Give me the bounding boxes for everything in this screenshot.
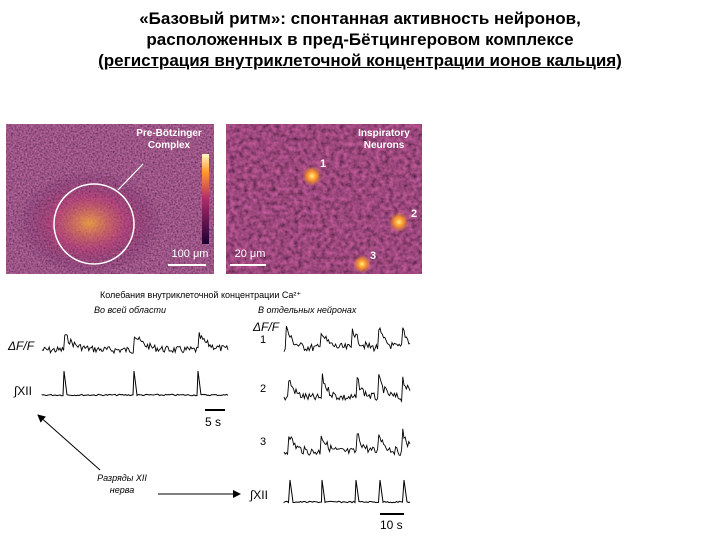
left-scale-label: 5 s	[205, 415, 222, 429]
caption: Колебания внутриклеточной концентрации C…	[100, 290, 302, 300]
right-trace-2	[283, 373, 411, 403]
left-fluorescence-image: Pre-Bötzinger Complex 100 μm	[6, 124, 214, 274]
arrow-to-left-xii	[37, 414, 101, 471]
right-xii-trace	[283, 479, 411, 504]
left-trace2-label: ∫XII	[14, 384, 32, 398]
right-fluorescence-image: Inspiratory Neurons 1 2 3 20 μm	[226, 124, 422, 274]
right-trace-label-1: 1	[260, 334, 267, 346]
right-trace-1	[283, 325, 411, 353]
right-image-canvas	[226, 124, 422, 274]
pointer-line	[117, 163, 144, 191]
left-xii-trace	[41, 370, 229, 397]
page-title: «Базовый ритм»: спонтанная активность не…	[0, 8, 720, 71]
neuron-label-3: 3	[369, 250, 377, 262]
complex-label: Pre-Bötzinger Complex	[136, 128, 202, 151]
neurons-label: Inspiratory Neurons	[358, 128, 410, 151]
scale-label-right: 20 μm	[234, 248, 266, 260]
right-trace-label-3: 3	[260, 436, 267, 448]
left-trace1-label: ΔF/F	[8, 339, 35, 353]
right-bottom-label: ∫XII	[250, 488, 268, 502]
right-trace-3	[283, 428, 411, 456]
neuron-1-spot	[302, 166, 322, 186]
right-trace-label-2: 2	[260, 383, 267, 395]
title-line-2: расположенных в пред-Бётцингеровом компл…	[146, 30, 574, 49]
right-scale-label: 10 s	[380, 518, 403, 532]
neuron-2-spot	[389, 212, 409, 232]
neuron-label-2: 2	[410, 208, 418, 220]
complex-outline	[53, 183, 135, 265]
title-line-1: «Базовый ритм»: спонтанная активность не…	[139, 9, 581, 28]
neuron-3-spot	[353, 255, 371, 273]
left-df-trace	[41, 332, 229, 355]
right-panel-heading: В отдельных нейронах	[258, 305, 357, 315]
scale-label-left: 100 μm	[171, 248, 209, 260]
neuron-label-1: 1	[319, 158, 327, 170]
right-trace-header: ΔF/F	[253, 320, 280, 334]
annotation: Разряды XII нерва	[97, 473, 147, 495]
left-panel-heading: Во всей области	[94, 305, 166, 315]
title-line-3: (регистрация внутриклеточной концентраци…	[98, 51, 622, 70]
left-image-canvas	[6, 124, 214, 274]
